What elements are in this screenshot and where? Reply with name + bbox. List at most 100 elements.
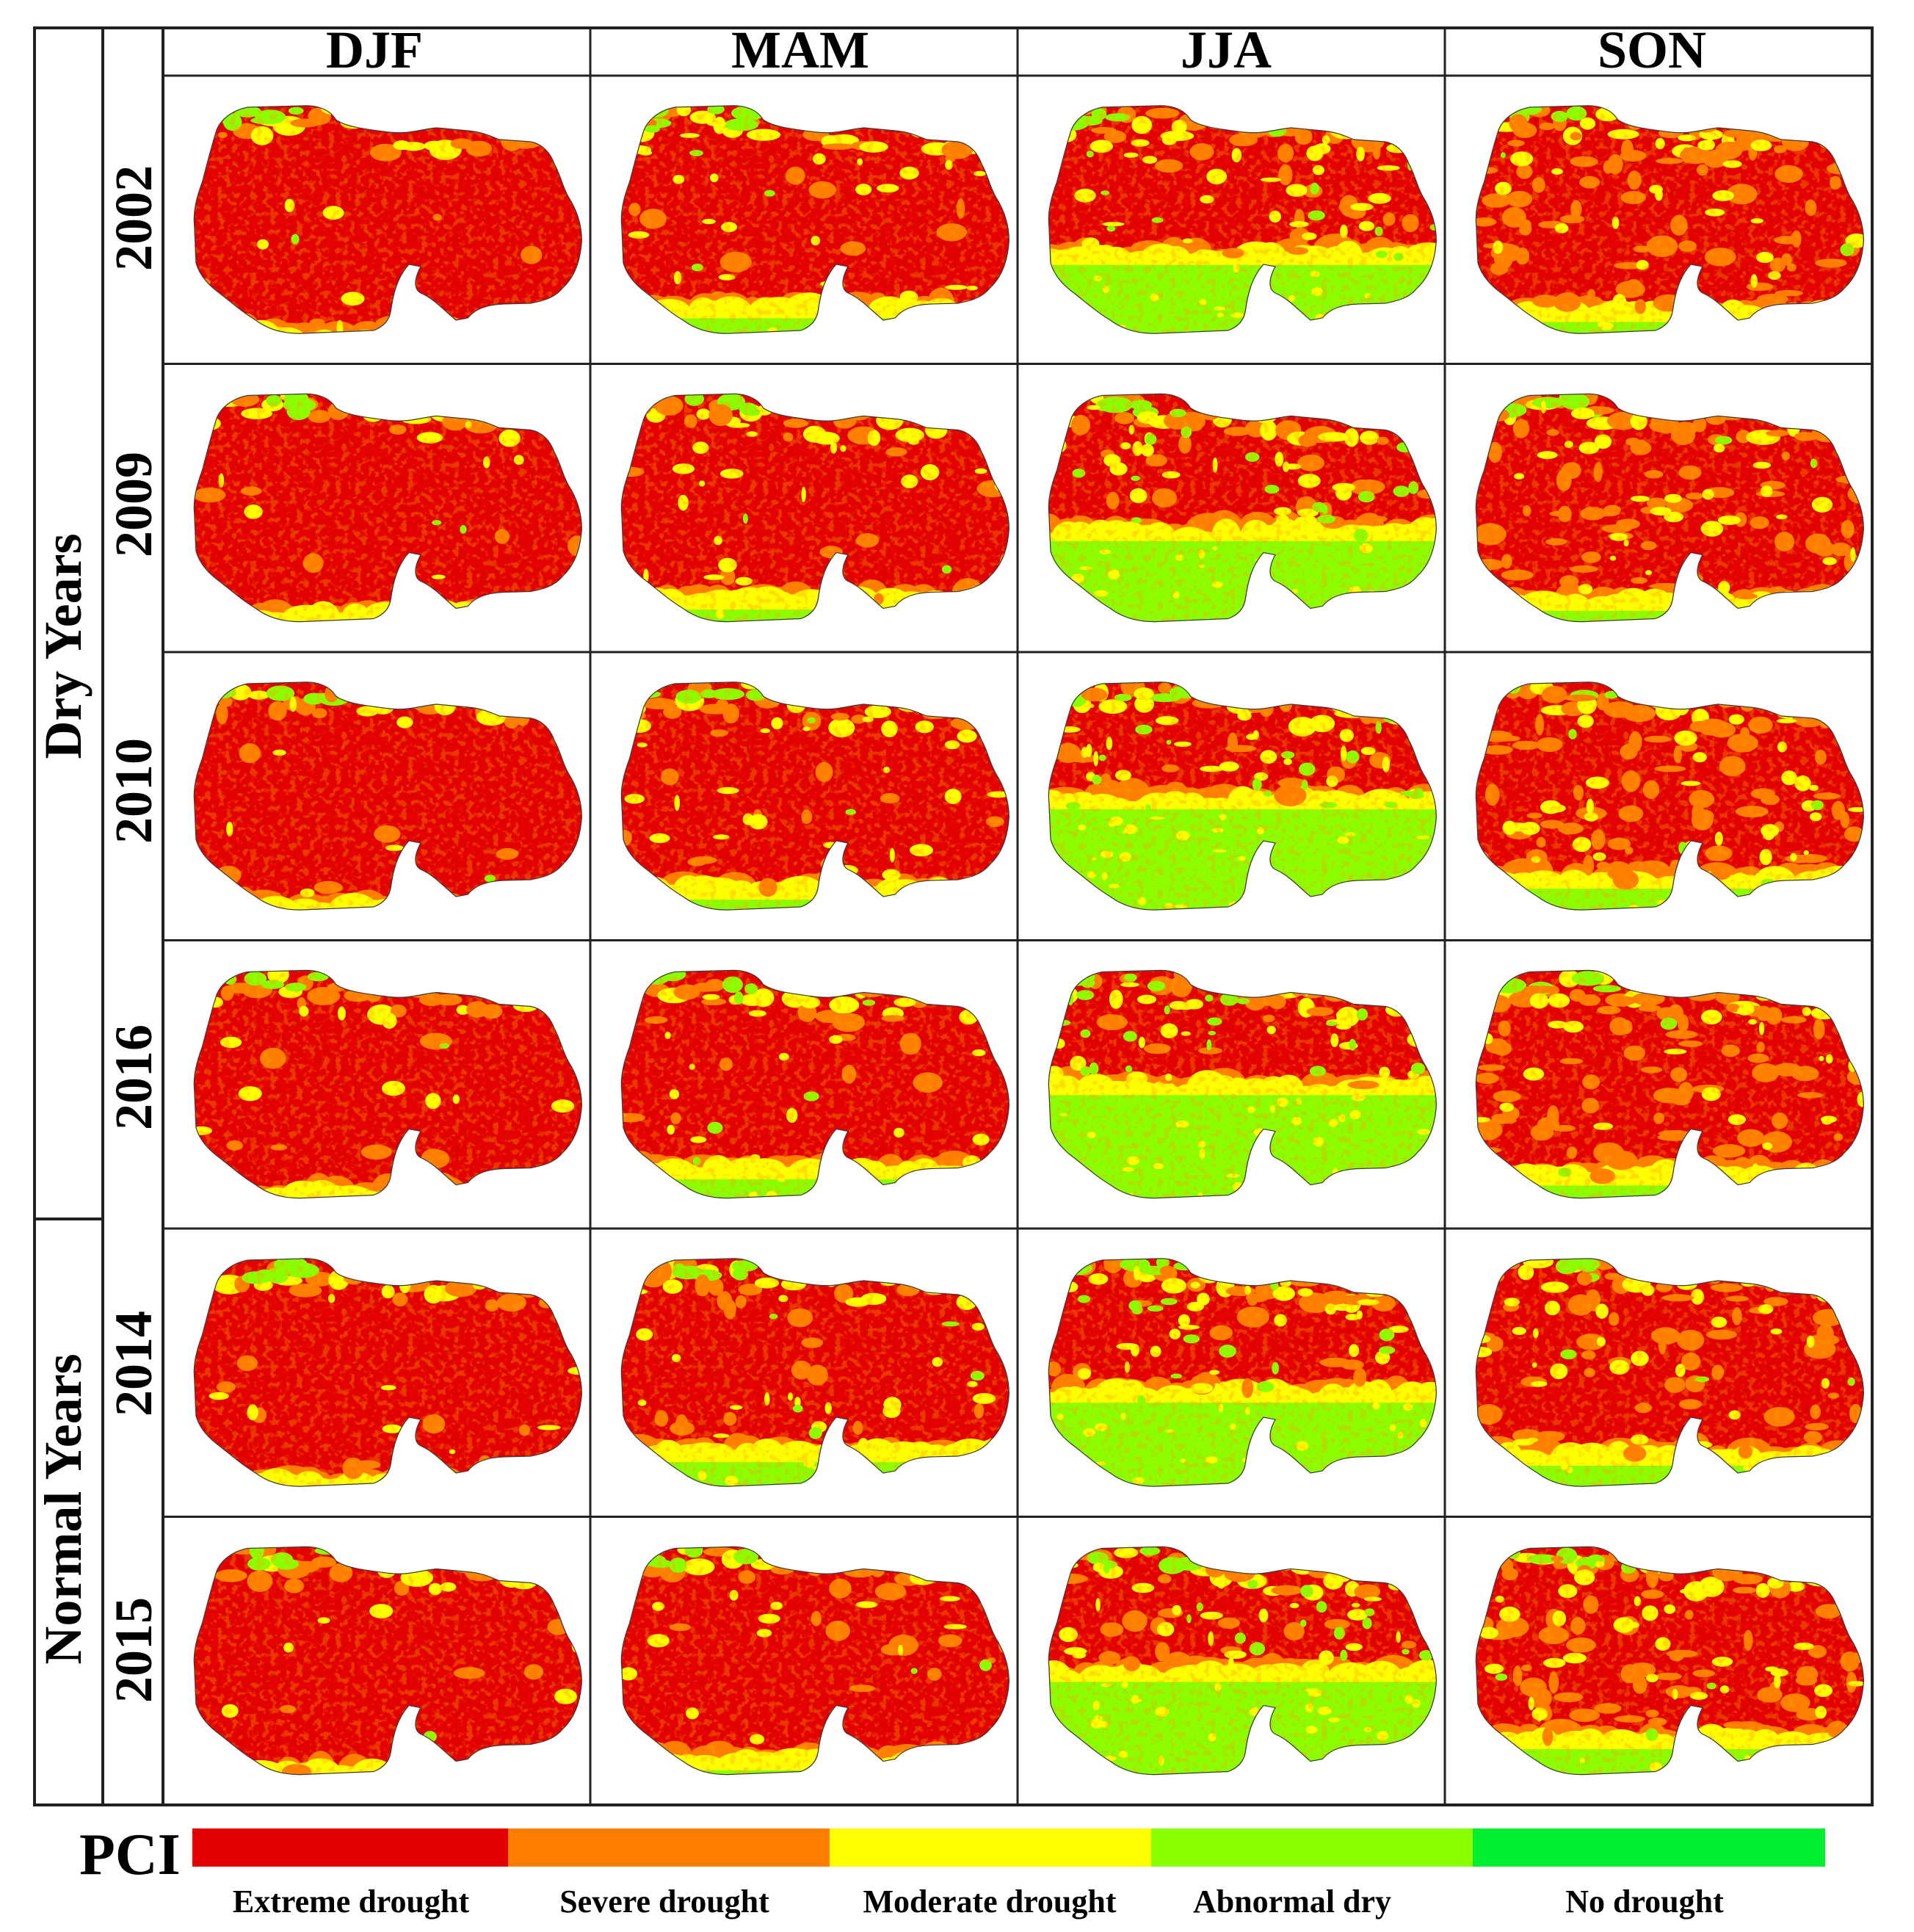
coastal-drought-patch (931, 1557, 950, 1573)
moderate-drought-speck (1854, 326, 1860, 333)
moderate-drought-speck (1427, 560, 1436, 567)
moderate-drought-patch (840, 1162, 860, 1173)
severe-drought-patch (976, 879, 1009, 900)
map-texture (621, 105, 1009, 334)
drought-map-fill (621, 1546, 1009, 1775)
severe-drought-patch (512, 1187, 540, 1198)
severe-drought-patch (560, 1043, 582, 1052)
moderate-drought-patch (308, 329, 340, 334)
severe-drought-patch (1191, 686, 1219, 700)
map-panel-2014-mam (620, 1258, 1009, 1487)
drought-map-fill (1476, 681, 1864, 911)
moderate-drought-patch (289, 333, 328, 334)
moderate-drought-speck (470, 629, 484, 632)
moderate-drought-patch (557, 1471, 582, 1487)
region-outline (620, 1258, 1009, 1487)
coastal-drought-patch (1754, 1269, 1769, 1284)
map-panel-2016-djf (193, 969, 582, 1199)
moderate-drought-patch (621, 1754, 648, 1775)
moderate-drought-patch (550, 1759, 582, 1775)
abnormal-dry-patch (1418, 1332, 1428, 1342)
severe-drought-patch (1848, 1327, 1864, 1339)
moderate-drought-speck (928, 898, 938, 906)
moderate-drought-patch (1784, 590, 1835, 622)
severe-drought-patch (1001, 1752, 1009, 1775)
moderate-drought-patch (1372, 410, 1391, 424)
moderate-drought-speck (1715, 1489, 1726, 1497)
severe-drought-patch (530, 605, 559, 622)
year-label-2010: 2010 (104, 738, 163, 844)
severe-drought-patch (504, 889, 547, 911)
moderate-drought-patch (428, 325, 474, 334)
severe-drought-patch (949, 1748, 991, 1775)
moderate-drought-speck (1264, 843, 1273, 852)
moderate-drought-patch (827, 592, 858, 621)
moderate-drought-speck (1164, 1485, 1172, 1487)
moderate-drought-speck (1074, 623, 1086, 630)
coastal-drought-patch (1194, 105, 1218, 114)
moderate-drought-speck (769, 334, 779, 339)
moderate-drought-patch (538, 1180, 574, 1198)
moderate-drought-speck (1065, 1159, 1079, 1166)
severe-drought-patch (429, 1765, 468, 1775)
moderate-drought-speck (1485, 1487, 1498, 1497)
severe-drought-patch (1824, 594, 1852, 613)
coastal-drought-patch (1195, 394, 1224, 406)
moderate-drought-speck (1037, 828, 1048, 836)
moderate-drought-patch (621, 587, 639, 622)
moderate-drought-patch (1819, 706, 1833, 716)
severe-drought-patch (1476, 596, 1498, 620)
moderate-drought-patch (1770, 1170, 1820, 1192)
moderate-drought-speck (1049, 1439, 1056, 1447)
severe-drought-patch (541, 1181, 570, 1198)
severe-drought-patch (488, 891, 535, 911)
moderate-drought-patch (1394, 422, 1412, 429)
moderate-drought-patch (206, 1184, 250, 1198)
abnormal-dry-patch (1377, 1568, 1393, 1575)
moderate-drought-patch (444, 1476, 480, 1487)
drought-map-fill (621, 394, 1009, 622)
moderate-drought-speck (638, 1188, 649, 1195)
coastal-drought-patch (387, 409, 409, 420)
severe-drought-patch (824, 587, 866, 615)
legend-label-no-drought: No drought (1565, 1884, 1724, 1920)
moderate-drought-speck (1370, 592, 1381, 596)
moderate-drought-speck (665, 1195, 677, 1198)
abnormal-dry-area (1476, 610, 1864, 622)
moderate-drought-patch (621, 885, 658, 911)
moderate-drought-patch (512, 611, 542, 622)
coastal-drought-patch (1372, 983, 1392, 1002)
moderate-drought-speck (1310, 1203, 1319, 1212)
severe-drought-patch (1777, 408, 1788, 427)
abnormal-dry-area (1476, 1185, 1864, 1198)
legend-swatch-moderate-drought (830, 1828, 1151, 1867)
moderate-drought-patch (389, 1770, 420, 1775)
moderate-drought-patch (973, 1756, 1003, 1775)
moderate-drought-speck (1437, 836, 1449, 840)
region-outline (193, 1258, 582, 1487)
moderate-drought-patch (532, 612, 577, 622)
moderate-drought-patch (1770, 980, 1776, 996)
coastal-drought-patch (1765, 691, 1787, 708)
moderate-drought-patch (562, 169, 582, 179)
moderate-drought-speck (1403, 902, 1413, 911)
moderate-drought-patch (457, 334, 501, 357)
severe-drought-patch (1432, 242, 1437, 272)
moderate-drought-patch (482, 1768, 512, 1775)
severe-drought-patch (400, 1187, 433, 1198)
severe-drought-patch (194, 1464, 227, 1487)
coastal-drought-patch (536, 691, 553, 706)
severe-drought-patch (507, 1754, 549, 1775)
drought-map-fill (1048, 970, 1437, 1212)
severe-drought-patch (550, 1182, 582, 1198)
severe-drought-patch (904, 974, 919, 994)
severe-drought-patch (228, 1184, 261, 1198)
coastal-drought-patch (816, 697, 841, 709)
coastal-drought-patch (924, 988, 951, 1002)
abnormal-dry-area (1476, 322, 1864, 334)
severe-drought-patch (1838, 303, 1864, 329)
moderate-drought-speck (883, 1472, 895, 1479)
moderate-drought-patch (935, 591, 979, 622)
map-texture (1048, 105, 1437, 334)
moderate-drought-speck (1699, 1488, 1709, 1494)
